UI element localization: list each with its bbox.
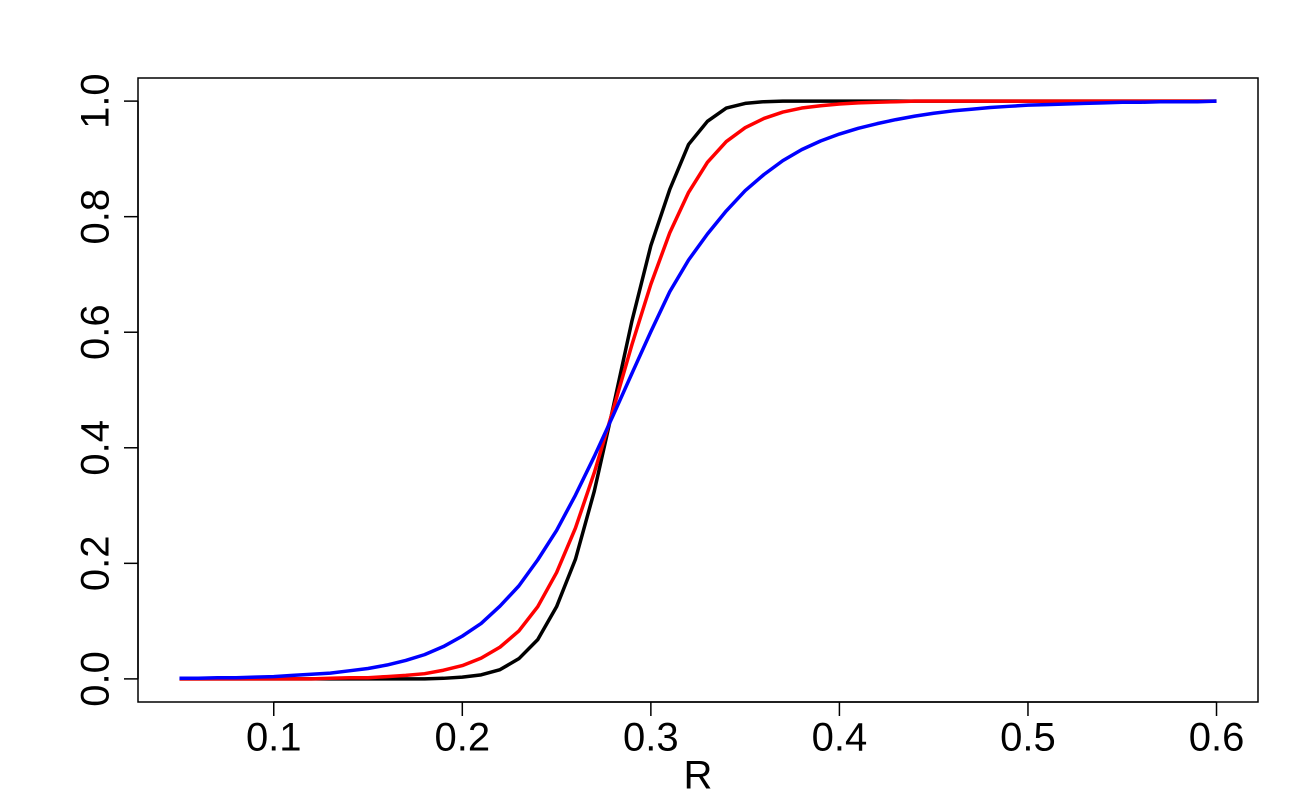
x-axis-label: R xyxy=(684,754,713,798)
y-tick-label: 0.0 xyxy=(74,651,118,707)
series-line xyxy=(179,99,1217,681)
x-tick-label: 0.3 xyxy=(623,716,679,760)
y-tick-label: 1.0 xyxy=(74,73,118,129)
plot-frame xyxy=(137,77,1259,703)
y-tick-label: 0.6 xyxy=(74,304,118,360)
series-line xyxy=(179,99,1217,681)
x-tick-label: 0.1 xyxy=(246,716,302,760)
y-tick-label: 0.2 xyxy=(74,536,118,592)
x-tick-label: 0.6 xyxy=(1189,716,1245,760)
x-tick-label: 0.4 xyxy=(812,716,868,760)
y-tick-label: 0.8 xyxy=(74,189,118,245)
x-tick-label: 0.2 xyxy=(435,716,491,760)
x-tick-label: 0.5 xyxy=(1000,716,1056,760)
y-tick-label: 0.4 xyxy=(74,420,118,476)
series-line xyxy=(179,99,1217,681)
